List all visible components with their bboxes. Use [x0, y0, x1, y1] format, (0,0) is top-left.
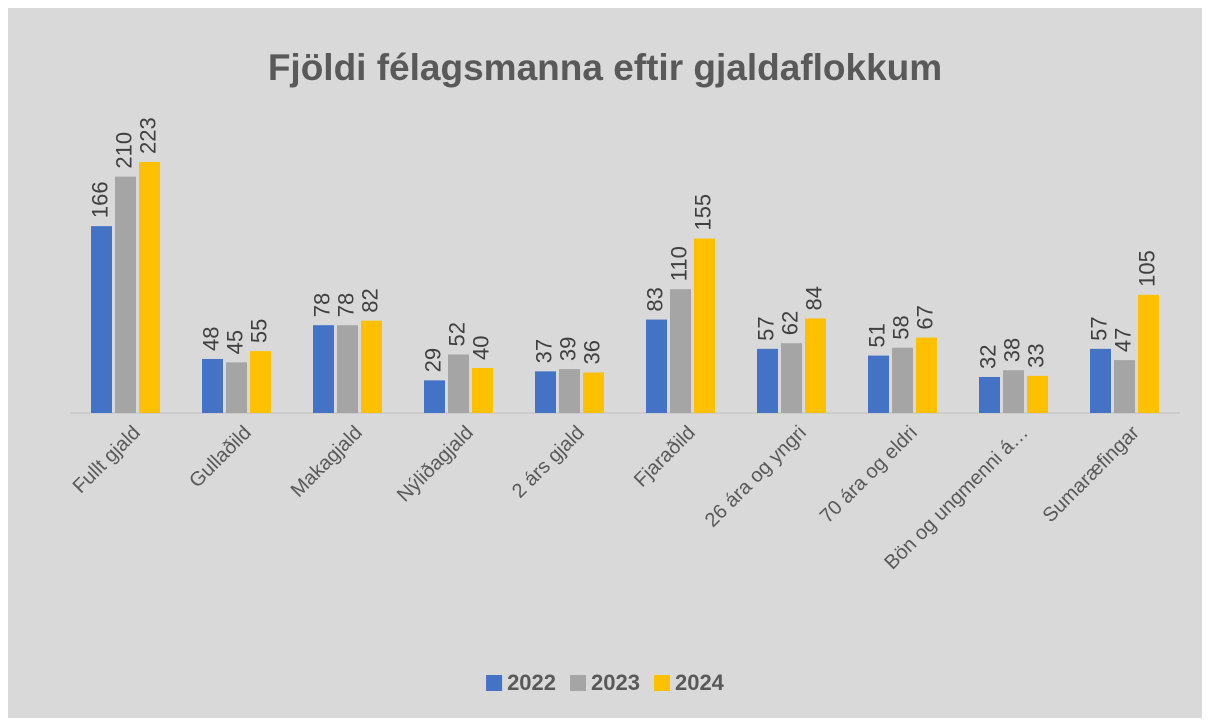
- data-label: 67: [912, 305, 937, 329]
- data-label: 166: [87, 181, 112, 218]
- bar: [448, 354, 469, 413]
- data-label: 62: [777, 311, 802, 335]
- legend-label: 2024: [675, 670, 725, 695]
- bar: [868, 355, 889, 413]
- bar: [805, 318, 826, 413]
- bar: [250, 351, 271, 413]
- data-label: 33: [1023, 343, 1048, 367]
- data-label: 51: [864, 323, 889, 347]
- bar: [559, 369, 580, 413]
- data-label: 37: [531, 339, 556, 363]
- bar: [226, 362, 247, 413]
- data-label: 210: [111, 132, 136, 169]
- data-label: 223: [135, 117, 160, 154]
- bar: [1114, 360, 1135, 413]
- data-label: 57: [753, 316, 778, 340]
- legend-swatch: [653, 675, 670, 691]
- data-label: 78: [309, 293, 334, 317]
- bar: [313, 325, 334, 413]
- bar: [337, 325, 358, 413]
- bar: [1027, 375, 1048, 413]
- chart-title: Fjöldi félagsmanna eftir gjaldaflokkum: [268, 47, 942, 88]
- bar: [202, 358, 223, 413]
- data-label: 83: [642, 287, 667, 311]
- bar: [694, 238, 715, 413]
- data-label: 32: [975, 344, 1000, 368]
- bar: [646, 319, 667, 413]
- data-label: 48: [198, 326, 223, 350]
- data-label: 55: [246, 319, 271, 343]
- data-label: 105: [1134, 250, 1159, 287]
- data-label: 58: [888, 315, 913, 339]
- data-label: 84: [801, 286, 826, 310]
- data-label: 36: [579, 340, 604, 364]
- data-label: 38: [999, 338, 1024, 362]
- data-label: 47: [1110, 328, 1135, 352]
- bar: [535, 371, 556, 413]
- data-label: 78: [333, 293, 358, 317]
- data-label: 57: [1086, 316, 1111, 340]
- data-label: 40: [468, 335, 493, 359]
- bar: [1090, 348, 1111, 413]
- data-label: 45: [222, 330, 247, 354]
- bar: [757, 348, 778, 413]
- bar: [361, 320, 382, 413]
- bar: [1003, 370, 1024, 413]
- legend-swatch: [486, 675, 503, 691]
- bar: [670, 289, 691, 413]
- bar: [91, 226, 112, 413]
- bar: [1138, 294, 1159, 413]
- data-label: 39: [555, 337, 580, 361]
- bar: [472, 367, 493, 413]
- bar: [892, 347, 913, 413]
- data-label: 110: [666, 246, 691, 281]
- bar: [781, 343, 802, 413]
- bar: [115, 176, 136, 413]
- data-label: 29: [420, 348, 445, 372]
- data-label: 155: [690, 194, 715, 231]
- bar: [916, 337, 937, 413]
- bar: [583, 372, 604, 413]
- legend-label: 2022: [507, 670, 556, 695]
- legend-swatch: [570, 675, 587, 691]
- bar: [424, 380, 445, 413]
- data-label: 52: [444, 322, 469, 346]
- bar: [979, 376, 1000, 413]
- legend-label: 2023: [591, 670, 640, 695]
- data-label: 82: [357, 288, 382, 312]
- bar: [139, 162, 160, 413]
